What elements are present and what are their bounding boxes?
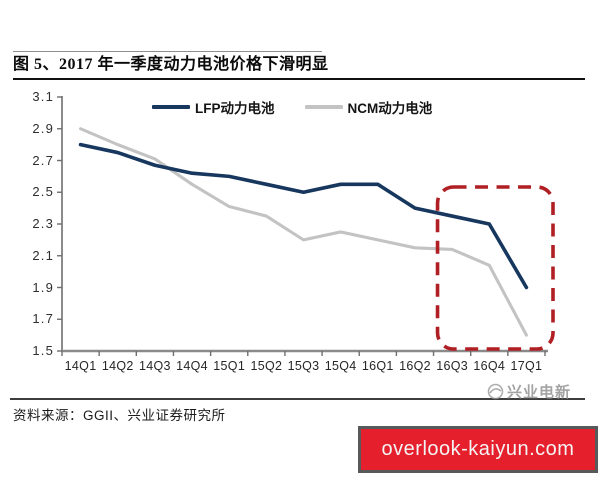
site-banner[interactable]: overlook-kaiyun.com <box>358 426 598 473</box>
ncm-line-swatch <box>304 105 343 109</box>
x-category-label: 14Q4 <box>176 359 208 373</box>
xingye-logo-icon <box>487 383 504 400</box>
x-category-label: 15Q2 <box>250 359 283 373</box>
series-line <box>78 142 529 290</box>
chart-legend: LFP动力电池 NCM动力电池 <box>152 97 432 117</box>
legend-label-lfp: LFP动力电池 <box>195 101 275 116</box>
series-line <box>79 127 528 337</box>
x-category-label: 14Q3 <box>138 359 171 373</box>
y-tick-label: 2.1 <box>32 247 54 263</box>
y-tick-label: 1.9 <box>32 279 54 295</box>
x-category-label: 17Q1 <box>510 359 543 373</box>
legend-item-ncm: NCM动力电池 <box>304 97 433 117</box>
site-banner-text: overlook-kaiyun.com <box>381 438 575 460</box>
x-category-label: 16Q3 <box>436 359 468 373</box>
y-tick-label: 2.5 <box>32 184 54 200</box>
title-top-rule <box>13 51 322 52</box>
y-tick-label: 2.3 <box>32 216 54 231</box>
title-bottom-rule <box>13 78 585 80</box>
source-note: 资料来源：GGII、兴业证券研究所 <box>13 408 226 423</box>
legend-label-ncm: NCM动力电池 <box>347 101 433 116</box>
x-category-label: 14Q1 <box>64 359 97 373</box>
watermark-text: 兴业电新 <box>507 384 572 401</box>
x-category-label: 15Q3 <box>287 359 320 373</box>
y-tick-label: 1.7 <box>32 311 54 327</box>
x-category-label: 16Q4 <box>473 359 506 373</box>
y-tick-label: 2.7 <box>32 152 54 168</box>
x-category-label: 15Q1 <box>213 359 246 373</box>
y-tick-label: 3.1 <box>32 89 54 104</box>
y-tick-label: 1.5 <box>32 343 54 358</box>
footer-rule <box>10 398 585 400</box>
brand-watermark: 兴业电新 <box>487 381 571 402</box>
highlight-box <box>435 185 555 351</box>
x-category-label: 16Q2 <box>399 359 431 373</box>
legend-item-lfp: LFP动力电池 <box>152 97 275 117</box>
lfp-line-swatch <box>152 105 190 109</box>
x-category-label: 16Q1 <box>361 359 394 373</box>
x-category-label: 15Q4 <box>324 359 357 373</box>
x-category-label: 14Q2 <box>101 359 134 373</box>
figure-title: 图 5、2017 年一季度动力电池价格下滑明显 <box>13 56 329 73</box>
y-tick-label: 2.9 <box>32 120 54 136</box>
